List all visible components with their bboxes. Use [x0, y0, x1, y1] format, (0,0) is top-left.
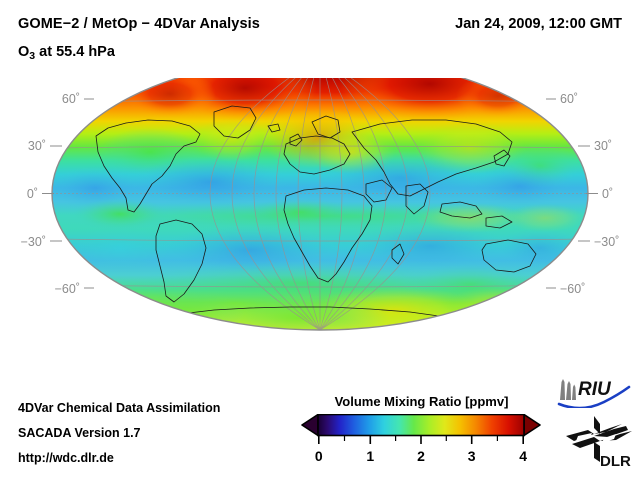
colorbar-tick-3: 3 — [468, 448, 476, 464]
footer-product-label: 4DVar Chemical Data Assimilation — [18, 401, 221, 415]
subtitle-species: O — [18, 44, 30, 60]
colorbar-ticks — [317, 436, 524, 444]
ozone-map: 60˚ 30˚ 0˚ −30˚ −60˚ 60˚ 30˚ 0˚ −30˚ −60… — [0, 78, 640, 388]
subtitle-pressure: at 55.4 hPa — [35, 44, 115, 60]
riu-swoosh-icon — [557, 385, 631, 410]
dlr-eagle-icon — [566, 416, 632, 462]
lat-label-left-0: 0˚ — [27, 187, 38, 201]
lat-label-left-30: 30˚ — [28, 139, 46, 153]
graticule — [52, 78, 588, 330]
timestamp-label: Jan 24, 2009, 12:00 GMT — [455, 16, 622, 32]
lat-label-left-m60: −60˚ — [55, 282, 80, 296]
riu-tower-icon — [560, 379, 576, 400]
lat-label-right-m30: −30˚ — [594, 235, 619, 249]
footer-url-link[interactable]: http://wdc.dlr.de — [18, 451, 114, 465]
latitude-ticks — [42, 98, 598, 289]
latitude-labels-left: 60˚ 30˚ 0˚ −30˚ −60˚ — [21, 92, 80, 296]
latitude-labels-right: 60˚ 30˚ 0˚ −30˚ −60˚ — [560, 92, 619, 296]
footer-version-label: SACADA Version 1.7 — [18, 426, 141, 440]
subtitle-subscript: 3 — [29, 50, 36, 62]
dlr-logo: DLR — [564, 414, 636, 475]
page-subtitle: O3 at 55.4 hPa — [18, 44, 115, 62]
lat-label-right-0: 0˚ — [602, 187, 613, 201]
colorbar-tick-4: 4 — [519, 448, 527, 464]
riu-wordmark: RIU — [578, 379, 612, 400]
ozone-field — [52, 78, 588, 330]
colorbar-minor-ticks — [343, 436, 498, 441]
lat-label-left-m30: −30˚ — [21, 235, 46, 249]
page-title: GOME−2 / MetOp − 4DVar Analysis — [18, 16, 260, 32]
riu-logo: RIU — [556, 374, 632, 413]
colorbar-tick-labels: 0 1 2 3 4 — [315, 448, 527, 464]
lat-label-right-60: 60˚ — [560, 92, 578, 106]
colorbar-title: Volume Mixing Ratio [ppmv] — [334, 394, 509, 409]
colorbar-tick-0: 0 — [315, 448, 323, 464]
lat-label-right-30: 30˚ — [594, 139, 612, 153]
colorbar: Volume Mixing Ratio [ppmv] — [300, 394, 550, 472]
colorbar-extend-low — [301, 414, 319, 437]
dlr-wordmark: DLR — [600, 453, 631, 470]
colorbar-gradient — [317, 414, 525, 437]
colorbar-tick-2: 2 — [417, 448, 425, 464]
colorbar-tick-1: 1 — [366, 448, 374, 464]
lat-label-right-m60: −60˚ — [560, 282, 585, 296]
colorbar-extend-high — [523, 414, 541, 437]
lat-label-left-60: 60˚ — [62, 92, 80, 106]
